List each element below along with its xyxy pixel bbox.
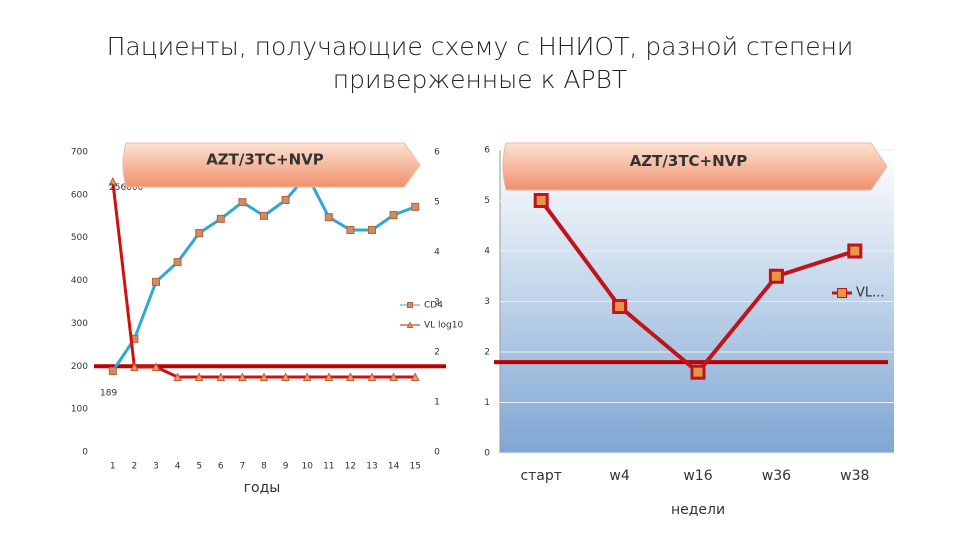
banner-arrow [122,142,421,188]
x-tick-label: 7 [240,462,246,472]
legend-label: VL log10 [424,321,463,331]
x-tick-label: 11 [323,462,334,472]
y-tick-label: 400 [71,276,88,286]
marker [173,258,182,267]
banner-arrow [502,142,888,191]
x-tick-label: 1 [110,462,116,472]
marker [768,268,784,284]
marker [411,202,420,211]
y2-tick-label: 1 [434,398,440,408]
marker [847,243,863,259]
x-tick-label: 12 [345,462,356,472]
y2-tick-label: 4 [434,248,440,258]
marker [152,277,160,286]
y-tick-label: 6 [484,146,490,156]
y-tick-label: 200 [71,362,88,372]
marker [260,211,268,220]
x-tick-label: 13 [366,462,377,472]
x-tick-label: 8 [261,462,267,472]
y-tick-label: 700 [71,148,88,158]
y-tick-label: 0 [82,448,88,458]
y-tick-label: 2 [484,348,490,358]
marker [281,372,290,381]
annotation: 256000 [109,183,144,193]
marker [389,372,398,381]
x-tick-label: w38 [840,468,869,484]
legend-label: VL... [856,286,885,301]
data-label: 189 [100,389,117,399]
marker [389,211,398,219]
y-tick-label: 5 [484,196,490,206]
marker [108,367,117,375]
legend-marker [837,288,847,298]
y2-tick-label: 5 [434,198,440,208]
marker [690,364,706,380]
marker [612,299,628,315]
x-tick-label: 15 [409,462,420,472]
slide-title: Пациенты, получающие схему с ННИОТ, разн… [106,32,854,94]
marker [216,214,225,223]
marker [259,372,269,381]
y-tick-label: 500 [71,233,88,243]
y2-tick-label: 6 [434,148,440,158]
x-tick-label: 3 [153,462,159,472]
marker [324,372,334,381]
x-tick-label: 9 [283,462,289,472]
marker [367,372,377,381]
legend-label: CD4 [424,301,443,311]
x-axis-label: годы [244,480,281,496]
marker [173,372,182,381]
x-tick-label: 4 [175,462,181,472]
legend-marker [407,302,413,308]
x-tick-label: старт [520,468,561,484]
marker [216,372,226,381]
y-tick-label: 100 [71,405,88,415]
marker [238,198,247,207]
x-tick-label: 6 [218,462,224,472]
series-line [111,173,416,372]
y-tick-label: 3 [484,297,490,307]
marker [130,362,139,371]
x-tick-label: w16 [683,468,712,484]
marker [194,372,204,381]
legend-marker [406,321,414,328]
marker [346,372,355,381]
marker [368,226,376,234]
y-tick-label: 600 [71,190,88,200]
y-tick-label: 0 [484,449,490,459]
banner-text: AZT/3TC+NVP [630,152,748,170]
y-tick-label: 300 [71,319,88,329]
x-tick-label: 10 [301,462,313,472]
x-tick-label: w36 [762,468,791,484]
x-axis-label: недели [671,502,725,518]
y2-tick-label: 2 [434,348,440,358]
marker [238,372,247,381]
marker [346,226,355,234]
marker [108,176,118,186]
x-tick-label: 5 [196,462,202,472]
x-tick-label: 2 [132,462,138,472]
y-tick-label: 1 [484,398,490,408]
y2-tick-label: 3 [434,298,440,308]
x-tick-label: 14 [388,462,400,472]
marker [281,196,290,204]
marker [151,362,161,371]
marker [302,372,312,381]
marker [324,213,333,222]
marker [410,372,420,381]
marker [533,193,549,208]
banner-text: AZT/3TC+NVP [206,151,324,169]
y2-tick-label: 0 [434,448,440,458]
x-tick-label: w4 [609,468,629,484]
y-tick-label: 4 [484,247,490,257]
marker [195,229,204,237]
